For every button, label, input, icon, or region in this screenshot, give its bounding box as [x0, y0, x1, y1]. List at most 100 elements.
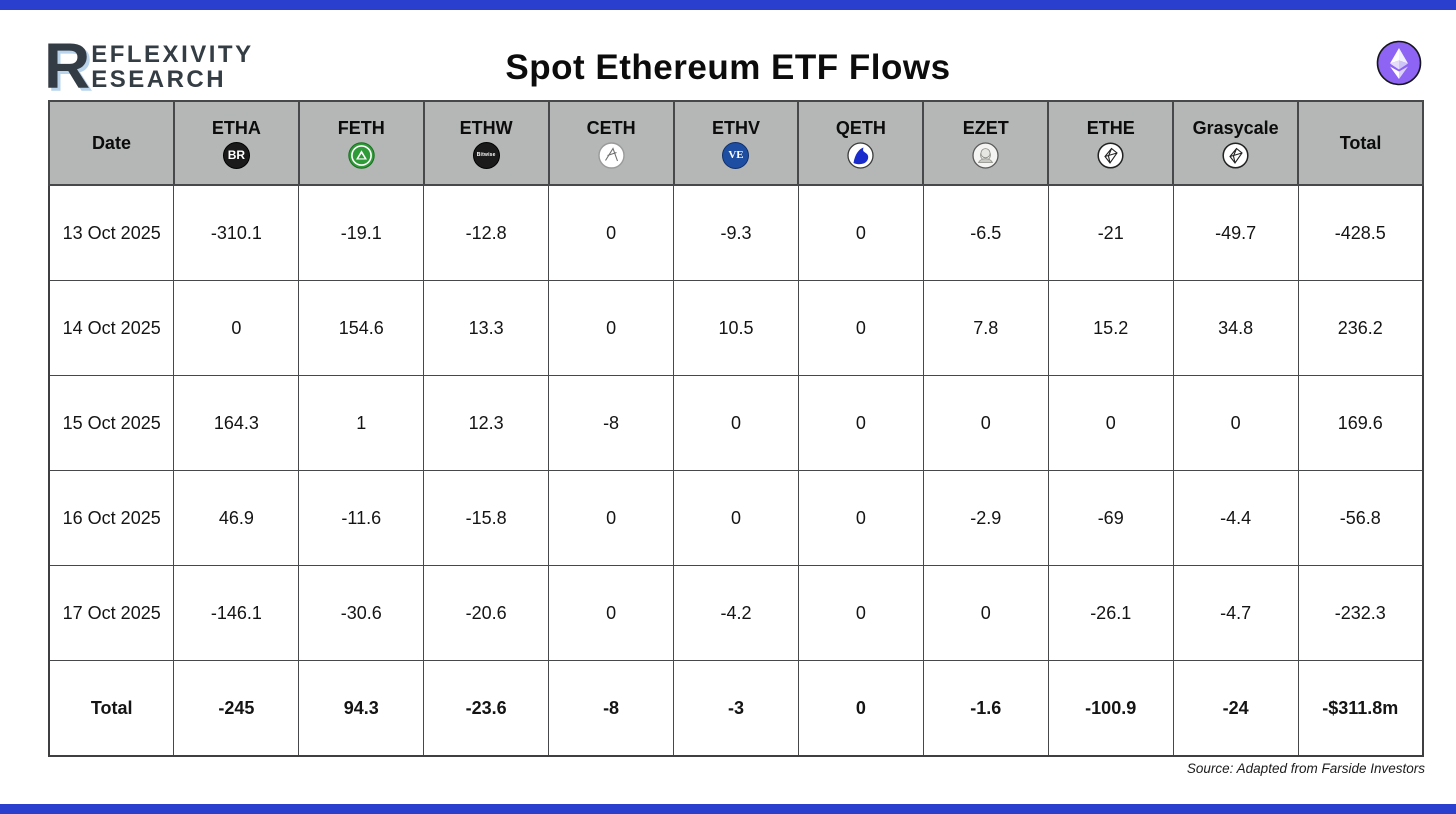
value-cell: 1 [298, 375, 425, 471]
value-cell: -56.8 [1297, 470, 1424, 566]
value-cell: -146.1 [173, 565, 300, 661]
column-header-ezet: EZET [922, 100, 1050, 186]
logo-wordmark: EFLEXIVITY ESEARCH [91, 40, 254, 93]
blackrock-icon: BR [222, 141, 250, 169]
fidelity-icon [348, 141, 375, 169]
value-cell: -69 [1047, 470, 1174, 566]
value-cell: -2.9 [922, 470, 1049, 566]
column-label: Total [1339, 132, 1382, 153]
column-header-feth: FETH [297, 100, 425, 186]
value-cell: -4.4 [1172, 470, 1299, 566]
column-header-date: Date [48, 100, 175, 186]
value-cell: -232.3 [1297, 565, 1424, 661]
value-cell: 0 [673, 470, 799, 566]
column-label: ETHV [711, 117, 760, 138]
logo-letter-r: R [44, 30, 90, 102]
value-cell: 0 [922, 565, 1049, 661]
date-cell: 15 Oct 2025 [48, 375, 175, 471]
column-label: ETHA [211, 117, 261, 138]
header-row: Date ETHA BR FETH ETHW Bitwise CETH [48, 100, 1424, 186]
value-cell: 0 [548, 565, 675, 661]
column-label: QETH [835, 117, 886, 138]
value-cell: -12.8 [423, 184, 550, 281]
value-cell: 34.8 [1172, 280, 1299, 376]
value-cell: -26.1 [1047, 565, 1174, 661]
table-row: 15 Oct 2025 164.3 1 12.3 -8 0 0 0 0 0 16… [48, 375, 1424, 471]
value-cell: -15.8 [423, 470, 550, 566]
value-cell: 0 [797, 280, 924, 376]
value-cell: 0 [548, 280, 675, 376]
value-cell: -9.3 [673, 184, 799, 281]
reflexivity-research-logo: R EFLEXIVITY ESEARCH [44, 30, 254, 102]
franklin-icon [972, 141, 999, 169]
etf-flows-table: Date ETHA BR FETH ETHW Bitwise CETH [48, 100, 1424, 757]
value-cell: 0 [922, 375, 1049, 471]
total-value-cell: -23.6 [423, 660, 550, 757]
value-cell: 0 [548, 470, 675, 566]
value-cell: -4.7 [1172, 565, 1299, 661]
value-cell: 164.3 [173, 375, 300, 471]
value-cell: 0 [797, 565, 924, 661]
bitwise-icon-text: Bitwise [476, 151, 496, 158]
column-header-ethe: ETHE [1047, 100, 1175, 186]
ethereum-icon [1376, 40, 1422, 86]
table-row: 17 Oct 2025 -146.1 -30.6 -20.6 0 -4.2 0 … [48, 565, 1424, 661]
column-label: EZET [962, 117, 1009, 138]
grayscale-icon [1222, 141, 1249, 169]
column-header-total: Total [1297, 100, 1424, 186]
date-cell: 13 Oct 2025 [48, 184, 175, 281]
blackrock-icon-text: BR [227, 148, 246, 162]
total-value-cell: 94.3 [298, 660, 425, 757]
value-cell: 0 [1172, 375, 1299, 471]
value-cell: 154.6 [298, 280, 425, 376]
column-header-etha: ETHA BR [172, 100, 300, 186]
value-cell: 0 [1047, 375, 1174, 471]
value-cell: -21 [1047, 184, 1174, 281]
value-cell: -19.1 [298, 184, 425, 281]
bitwise-icon: Bitwise [472, 141, 500, 169]
value-cell: 169.6 [1297, 375, 1424, 471]
bottom-accent-bar [0, 804, 1456, 814]
total-value-cell: 0 [797, 660, 924, 757]
value-cell: 0 [548, 184, 675, 281]
value-cell: 10.5 [673, 280, 799, 376]
date-cell: 17 Oct 2025 [48, 565, 175, 661]
value-cell: 13.3 [423, 280, 550, 376]
value-cell: 15.2 [1047, 280, 1174, 376]
vaneck-icon-text: VE [728, 148, 744, 161]
value-cell: -30.6 [298, 565, 425, 661]
source-attribution: Source: Adapted from Farside Investors [1186, 761, 1425, 776]
logo-word-top: EFLEXIVITY [91, 40, 254, 68]
invesco-icon [847, 141, 875, 169]
total-value-cell: -$311.8m [1297, 660, 1424, 757]
logo-word-bottom: ESEARCH [91, 65, 227, 93]
total-row: Total -245 94.3 -23.6 -8 -3 0 -1.6 -100.… [48, 660, 1424, 757]
total-value-cell: -100.9 [1047, 660, 1174, 757]
value-cell: 0 [797, 470, 924, 566]
column-header-ethw: ETHW Bitwise [422, 100, 550, 186]
column-header-ceth: CETH [547, 100, 675, 186]
total-value-cell: -245 [173, 660, 300, 757]
column-label: FETH [337, 117, 385, 138]
21shares-icon [597, 141, 625, 169]
total-label-cell: Total [48, 660, 175, 757]
total-value-cell: -1.6 [922, 660, 1049, 757]
top-accent-bar [0, 0, 1456, 10]
column-label: Grasycale [1192, 117, 1279, 138]
column-header-grasycale: Grasycale [1172, 100, 1300, 186]
page-title: Spot Ethereum ETF Flows [505, 48, 951, 87]
value-cell: 7.8 [922, 280, 1049, 376]
column-label: ETHE [1086, 117, 1135, 138]
date-cell: 14 Oct 2025 [48, 280, 175, 376]
value-cell: -8 [548, 375, 675, 471]
column-header-qeth: QETH [797, 100, 925, 186]
date-cell: 16 Oct 2025 [48, 470, 175, 566]
value-cell: -310.1 [173, 184, 300, 281]
value-cell: 0 [797, 375, 924, 471]
table-row: 16 Oct 2025 46.9 -11.6 -15.8 0 0 0 -2.9 … [48, 470, 1424, 566]
total-value-cell: -3 [673, 660, 799, 757]
value-cell: -4.2 [673, 565, 799, 661]
value-cell: -428.5 [1297, 184, 1424, 281]
column-label: CETH [586, 117, 636, 138]
column-label: ETHW [459, 117, 513, 138]
